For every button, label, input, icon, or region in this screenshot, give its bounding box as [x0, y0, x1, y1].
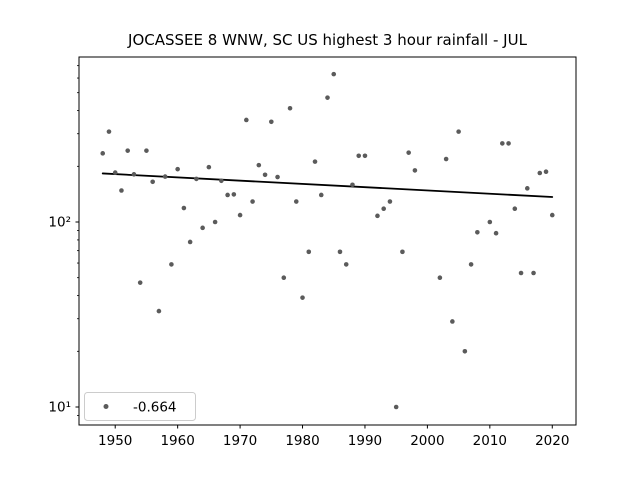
data-point: [200, 225, 205, 231]
data-point: [293, 199, 299, 204]
data-point: [225, 192, 230, 198]
data-point: [269, 119, 274, 125]
data-point: [456, 129, 461, 134]
data-point: [300, 295, 305, 300]
data-point: [112, 170, 118, 175]
data-point: [150, 179, 155, 185]
data-point: [518, 270, 524, 276]
data-point: [187, 239, 193, 245]
data-point: [443, 156, 449, 162]
data-point: [375, 213, 380, 219]
data-point: [137, 280, 143, 285]
data-point: [206, 164, 212, 170]
data-point: [318, 192, 324, 198]
data-point: [475, 229, 480, 235]
data-point: [493, 230, 499, 236]
y-axis-tick-label: 10¹: [48, 400, 71, 416]
data-point: [543, 169, 549, 175]
data-point: [262, 172, 268, 178]
legend-box: [84, 392, 196, 421]
data-point: [450, 319, 455, 324]
data-point: [350, 182, 355, 188]
data-point: [468, 262, 474, 267]
data-point: [250, 199, 255, 204]
data-point: [231, 192, 237, 197]
data-point: [106, 129, 112, 134]
data-point: [400, 249, 405, 255]
data-point: [537, 170, 543, 176]
data-point: [512, 206, 518, 212]
data-point: [237, 212, 243, 218]
plot-area-border: [78, 56, 577, 426]
data-point: [500, 141, 505, 146]
x-axis-tick-label: 1990: [348, 433, 382, 449]
data-point: [100, 151, 106, 156]
legend-marker-icon: [103, 404, 109, 409]
data-point: [524, 186, 530, 191]
data-point: [181, 205, 187, 211]
data-point: [244, 117, 249, 123]
data-point: [325, 95, 330, 100]
data-point: [487, 219, 493, 225]
data-point: [131, 172, 137, 177]
data-point: [362, 153, 368, 159]
x-axis-tick-label: 2000: [410, 433, 444, 449]
data-point: [381, 206, 386, 212]
data-point: [531, 270, 536, 276]
x-axis-tick-label: 2020: [535, 433, 569, 449]
y-axis-tick-label: 10²: [48, 215, 71, 231]
data-point: [462, 349, 468, 354]
x-axis-tick-label: 1960: [160, 433, 194, 449]
x-axis-tick-label: 1970: [223, 433, 257, 449]
data-point: [281, 275, 287, 280]
x-axis-tick-label: 1950: [98, 433, 132, 449]
data-point: [506, 141, 511, 146]
data-point: [437, 275, 443, 280]
data-point: [275, 174, 280, 180]
data-point: [212, 219, 218, 225]
data-point: [156, 308, 162, 314]
data-point: [144, 148, 149, 153]
x-axis-tick-label: 2010: [473, 433, 507, 449]
data-point: [343, 262, 349, 267]
data-point: [393, 404, 399, 410]
chart-title: JOCASSEE 8 WNW, SC US highest 3 hour rai…: [127, 31, 528, 49]
data-point: [119, 188, 124, 193]
data-point: [312, 159, 318, 164]
data-point: [356, 153, 362, 159]
data-point: [175, 166, 180, 172]
data-point: [387, 199, 393, 204]
data-point: [306, 249, 312, 255]
data-point: [162, 174, 168, 179]
data-point: [331, 71, 337, 77]
data-point: [169, 262, 174, 267]
data-point: [194, 176, 199, 182]
data-point: [256, 162, 262, 168]
data-point: [125, 148, 131, 153]
data-point: [549, 212, 555, 218]
legend-label: -0.664: [133, 400, 177, 416]
trend-line: [101, 172, 554, 198]
data-point: [219, 178, 224, 184]
data-point: [337, 249, 343, 255]
x-axis-tick-label: 1980: [285, 433, 319, 449]
data-point: [406, 150, 411, 155]
data-point: [287, 105, 293, 111]
data-point: [412, 168, 418, 173]
